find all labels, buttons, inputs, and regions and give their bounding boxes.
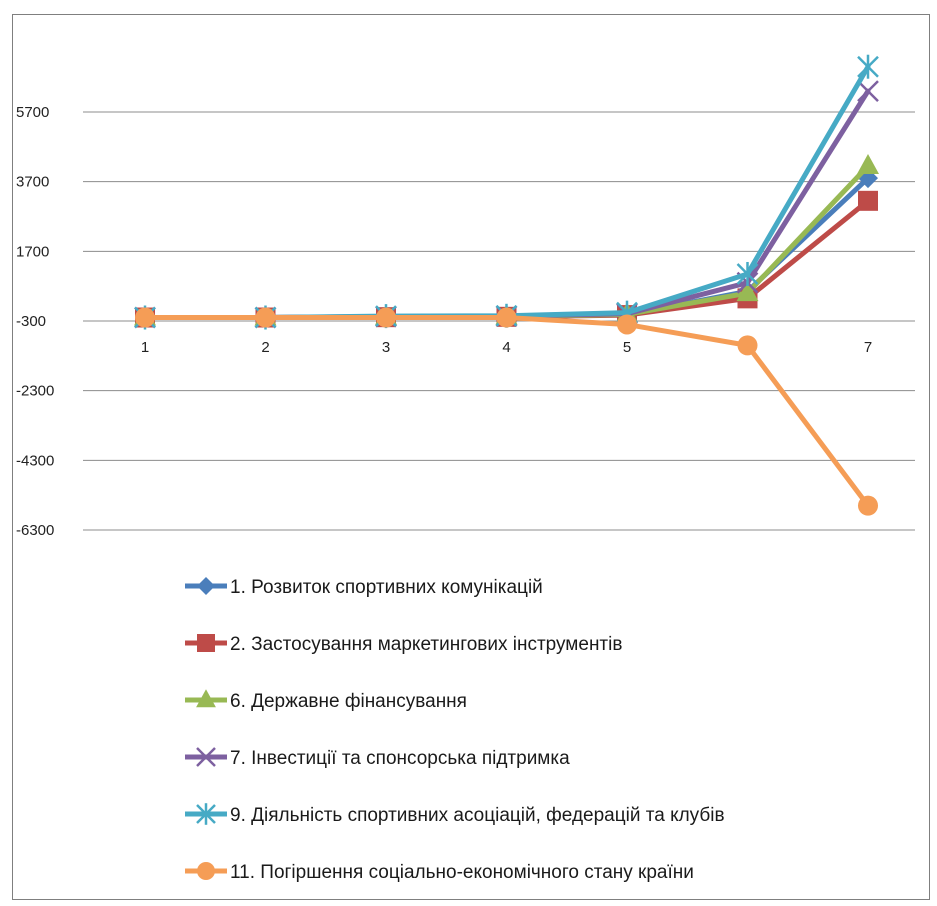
legend-item-3: 6. Державне фінансування — [185, 689, 467, 712]
y-tick-label: 5700 — [16, 104, 49, 121]
legend-item-6: 11. Погіршення соціально-економічного ст… — [185, 862, 694, 883]
data-point-x — [857, 80, 879, 102]
series-line — [142, 175, 871, 321]
data-point-circle — [858, 495, 878, 516]
x-tick-label: 5 — [623, 339, 631, 356]
x-tick-label: 1 — [141, 339, 149, 356]
x-tick-label: 2 — [261, 339, 269, 356]
data-point-asterisk — [196, 803, 216, 825]
legend-label: 2. Застосування маркетингових інструмент… — [230, 634, 622, 655]
series-4 — [134, 80, 879, 329]
gridlines — [83, 111, 915, 531]
legend-item-2: 2. Застосування маркетингових інструмент… — [185, 634, 622, 655]
x-axis: 1234567 — [141, 339, 872, 356]
data-point-circle — [135, 307, 155, 328]
y-tick-label: -4300 — [16, 452, 54, 469]
data-point-square — [858, 190, 878, 211]
data-point-square — [197, 634, 215, 652]
legend-item-1: 1. Розвиток спортивних комунікацій — [185, 577, 543, 598]
legend-label: 9. Діяльність спортивних асоціацій, феде… — [230, 805, 725, 826]
legend-label: 11. Погіршення соціально-економічного ст… — [230, 862, 694, 883]
legend-label: 1. Розвиток спортивних комунікацій — [230, 577, 543, 598]
data-point-triangle — [196, 689, 216, 708]
series-5 — [134, 54, 879, 330]
data-point-triangle — [736, 281, 759, 302]
y-tick-label: 3700 — [16, 174, 49, 191]
y-axis-ticks: 5700 3700 1700 -300 -2300 -4300 -6300 — [16, 104, 54, 539]
y-tick-label: -2300 — [16, 383, 54, 400]
data-point-diamond — [197, 577, 215, 595]
legend-label: 7. Інвестиції та спонсорська підтримка — [230, 748, 570, 769]
x-stroke — [196, 747, 216, 767]
series-lines — [134, 54, 879, 516]
data-point-circle — [496, 307, 517, 328]
data-point-circle — [617, 314, 637, 335]
series-line — [142, 163, 871, 321]
data-point-circle — [255, 307, 276, 328]
legend-label: 6. Державне фінансування — [230, 691, 467, 712]
y-tick-label: -300 — [16, 313, 46, 330]
series-6 — [135, 307, 878, 516]
data-point-circle — [376, 307, 396, 328]
data-point-asterisk — [736, 261, 759, 286]
y-tick-label: 1700 — [16, 243, 49, 260]
data-point-triangle — [857, 153, 879, 174]
data-point-x — [196, 747, 216, 767]
legend-item-5: 9. Діяльність спортивних асоціацій, феде… — [185, 803, 725, 826]
y-tick-label: -6300 — [16, 522, 54, 539]
data-point-asterisk — [857, 54, 879, 79]
x-stroke — [857, 80, 879, 102]
legend-item-4: 7. Інвестиції та спонсорська підтримка — [185, 747, 570, 769]
x-tick-label: 3 — [382, 339, 390, 356]
data-point-circle — [737, 335, 758, 356]
legend: 1. Розвиток спортивних комунікацій 2. Зас… — [185, 577, 725, 883]
x-tick-label: 4 — [502, 339, 510, 356]
x-tick-label: 7 — [864, 339, 872, 356]
data-point-circle — [197, 862, 215, 880]
